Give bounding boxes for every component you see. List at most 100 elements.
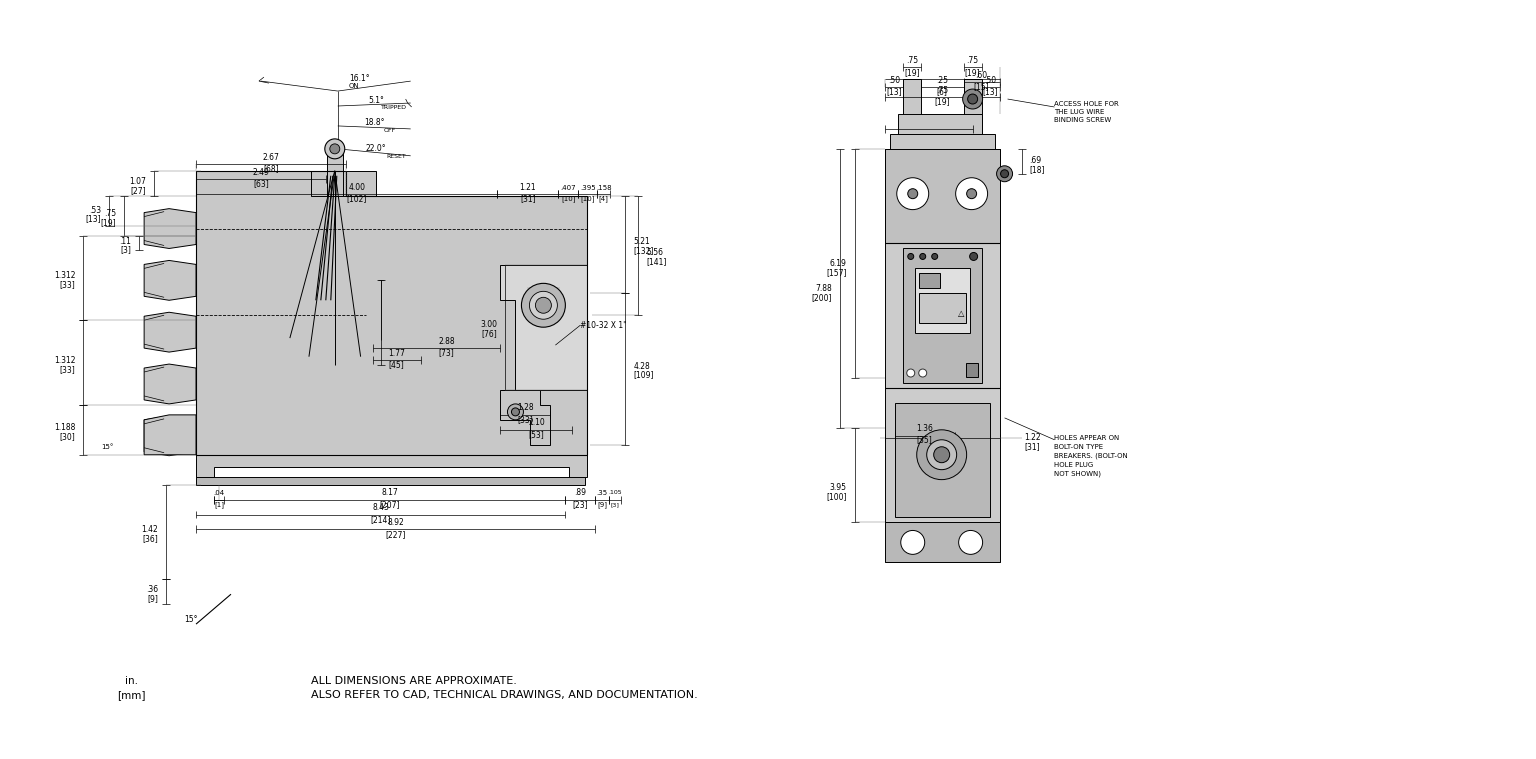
Text: [132]: [132]	[633, 246, 654, 255]
Text: [13]: [13]	[86, 214, 101, 223]
Bar	[885, 149, 1000, 244]
Circle shape	[908, 189, 917, 199]
Text: #10-32 X 1": #10-32 X 1"	[581, 321, 627, 329]
Polygon shape	[197, 171, 587, 455]
Circle shape	[934, 447, 949, 463]
Polygon shape	[197, 455, 587, 477]
Text: [207]: [207]	[379, 500, 399, 509]
Text: THE LUG WIRE: THE LUG WIRE	[1055, 109, 1104, 115]
Text: BREAKERS. (BOLT-ON: BREAKERS. (BOLT-ON	[1055, 452, 1129, 459]
Bar	[895, 403, 989, 518]
Text: .75: .75	[935, 86, 948, 95]
Circle shape	[955, 178, 988, 209]
Bar	[903, 248, 982, 383]
Text: ALL DIMENSIONS ARE APPROXIMATE.: ALL DIMENSIONS ARE APPROXIMATE.	[310, 676, 516, 686]
Text: [13]: [13]	[983, 87, 998, 96]
Text: [23]: [23]	[573, 500, 588, 509]
Text: 2.10: 2.10	[528, 418, 545, 427]
Circle shape	[926, 439, 957, 470]
Text: 1.42: 1.42	[141, 525, 158, 534]
Bar	[915, 269, 969, 333]
Text: 1.22: 1.22	[1025, 433, 1041, 442]
Text: HOLE PLUG: HOLE PLUG	[1055, 461, 1094, 468]
Polygon shape	[144, 209, 197, 248]
Text: 8.92: 8.92	[387, 518, 404, 527]
Text: TRIPPED: TRIPPED	[381, 106, 407, 111]
Circle shape	[919, 369, 926, 377]
Text: [10]: [10]	[561, 195, 576, 202]
Text: .60: .60	[975, 71, 988, 80]
Text: [35]: [35]	[917, 435, 932, 444]
Text: ON: ON	[349, 83, 359, 89]
Text: [33]: [33]	[518, 415, 533, 424]
Bar	[903, 79, 920, 149]
Circle shape	[958, 531, 983, 554]
Text: NOT SHOWN): NOT SHOWN)	[1055, 471, 1101, 477]
Text: BINDING SCREW: BINDING SCREW	[1055, 117, 1112, 123]
Text: 5.21: 5.21	[633, 237, 650, 246]
Text: OFF: OFF	[384, 128, 396, 134]
Text: RESET: RESET	[387, 154, 407, 159]
Circle shape	[900, 531, 925, 554]
Text: 3.95: 3.95	[829, 483, 846, 492]
Text: 16.1°: 16.1°	[349, 74, 369, 83]
Text: .36: .36	[146, 585, 158, 594]
Text: ACCESS HOLE FOR: ACCESS HOLE FOR	[1055, 101, 1120, 107]
Text: 1.07: 1.07	[129, 177, 146, 186]
Text: [33]: [33]	[60, 365, 75, 374]
Text: [141]: [141]	[647, 257, 667, 266]
Circle shape	[1000, 170, 1009, 178]
Text: [3]: [3]	[611, 502, 619, 507]
Circle shape	[917, 430, 966, 480]
Circle shape	[521, 283, 565, 327]
Circle shape	[920, 254, 926, 260]
Polygon shape	[144, 415, 197, 455]
Text: 1.36: 1.36	[917, 424, 934, 433]
Bar	[327, 149, 343, 196]
Text: 7.88: 7.88	[816, 284, 833, 293]
Circle shape	[908, 254, 914, 260]
Polygon shape	[144, 416, 197, 455]
Text: BOLT-ON TYPE: BOLT-ON TYPE	[1055, 444, 1103, 450]
Polygon shape	[501, 390, 550, 445]
Text: 15°: 15°	[101, 444, 114, 450]
Text: [100]: [100]	[826, 492, 846, 501]
Text: HOLES APPEAR ON: HOLES APPEAR ON	[1055, 435, 1120, 441]
Bar	[963, 79, 982, 149]
Circle shape	[530, 291, 558, 320]
Text: [mm]: [mm]	[117, 690, 146, 700]
Circle shape	[511, 408, 519, 416]
Text: .75: .75	[906, 55, 919, 65]
Text: [200]: [200]	[811, 293, 833, 302]
Bar	[885, 149, 1000, 522]
Text: 1.188: 1.188	[54, 424, 75, 433]
Text: .395: .395	[581, 184, 596, 191]
Text: [19]: [19]	[100, 218, 117, 227]
Polygon shape	[501, 266, 587, 390]
Text: .25: .25	[935, 76, 948, 84]
Text: 1.312: 1.312	[54, 272, 75, 280]
Text: .105: .105	[608, 490, 622, 495]
Text: [10]: [10]	[581, 195, 594, 202]
Polygon shape	[919, 273, 940, 288]
Bar	[310, 171, 376, 196]
Circle shape	[997, 165, 1012, 181]
Text: .158: .158	[596, 184, 611, 191]
Text: [36]: [36]	[143, 534, 158, 543]
Text: [27]: [27]	[131, 186, 146, 195]
Text: ALSO REFER TO CAD, TECHNICAL DRAWINGS, AND DOCUMENTATION.: ALSO REFER TO CAD, TECHNICAL DRAWINGS, A…	[310, 690, 697, 700]
Circle shape	[536, 298, 551, 313]
Text: 1.21: 1.21	[519, 183, 536, 192]
Text: 18.8°: 18.8°	[364, 118, 384, 128]
Bar	[885, 522, 1000, 562]
Circle shape	[932, 254, 937, 260]
Text: [63]: [63]	[253, 179, 269, 188]
Polygon shape	[144, 312, 197, 352]
Text: 8.43: 8.43	[372, 503, 389, 512]
Bar	[966, 363, 977, 377]
Text: 1.312: 1.312	[54, 356, 75, 365]
Text: [18]: [18]	[1029, 165, 1044, 175]
Text: 5.56: 5.56	[647, 248, 664, 257]
Circle shape	[897, 178, 929, 209]
Text: [9]: [9]	[598, 501, 607, 508]
